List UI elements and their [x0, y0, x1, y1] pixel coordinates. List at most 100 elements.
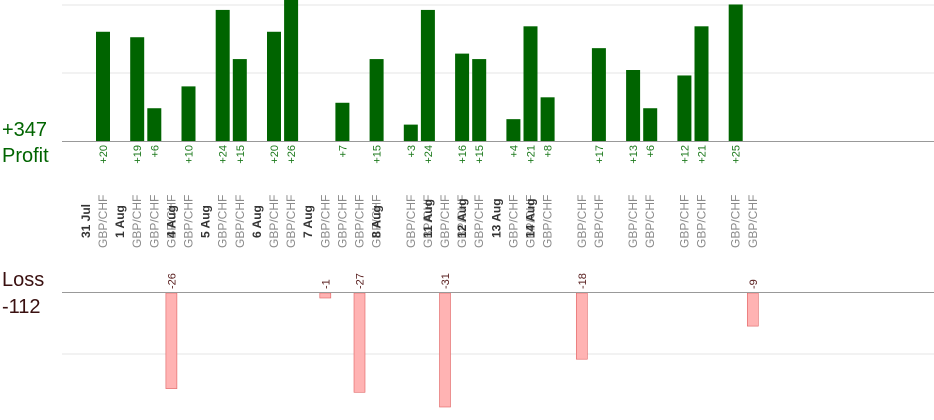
profit-bar: [455, 53, 470, 141]
profit-total: +347: [2, 119, 48, 141]
profit-value-label: +12: [679, 145, 691, 164]
profit-bar: [403, 124, 418, 141]
pair-label: GBP/CHF: [370, 195, 384, 248]
pair-label: GBP/CHF: [626, 195, 640, 248]
pair-label: GBP/CHF: [318, 195, 332, 248]
loss-value-label: -1: [320, 279, 332, 289]
profit-bar: [506, 119, 521, 141]
labels: +20 GBP/CHF +19 GBP/CHF +6 GBP/CHF -26 GBP/CHF +…: [79, 145, 760, 289]
pair-label: GBP/CHF: [335, 195, 349, 248]
date-label: 5 Aug: [199, 205, 213, 238]
profit-bar: [591, 48, 606, 141]
date-label: 6 Aug: [250, 205, 264, 238]
loss-total: -112: [2, 296, 41, 318]
loss-label: Loss: [2, 269, 45, 291]
loss-value-label: -27: [355, 273, 367, 289]
profit-bar: [96, 31, 110, 142]
loss-bar: [165, 292, 178, 389]
loss-value-label: -31: [440, 273, 452, 289]
pair-label: GBP/CHF: [677, 195, 691, 248]
profit-value-label: +21: [697, 145, 709, 164]
pair-label: GBP/CHF: [541, 195, 555, 248]
date-label: 7 Aug: [301, 205, 315, 238]
pair-label: GBP/CHF: [472, 195, 486, 248]
pair-label: GBP/CHF: [438, 195, 452, 248]
profit-bar: [232, 59, 247, 142]
loss-value-label: -18: [577, 273, 589, 289]
profit-value-label: +20: [269, 145, 281, 164]
profit-value-label: +3: [406, 145, 418, 158]
date-label: 4 Aug: [164, 205, 178, 238]
profit-bar: [335, 102, 350, 141]
profit-bar: [472, 59, 487, 142]
loss-bar: [746, 292, 759, 327]
pair-label: GBP/CHF: [404, 195, 418, 248]
profit-value-label: +15: [235, 145, 247, 164]
pair-label: GBP/CHF: [524, 195, 538, 248]
loss-bar: [575, 292, 588, 360]
profit-value-label: +24: [218, 145, 230, 164]
profit-value-label: +16: [457, 145, 469, 164]
loss-bar: [353, 292, 366, 393]
profit-value-label: +13: [628, 145, 640, 164]
profit-bar: [284, 0, 299, 141]
pair-label: GBP/CHF: [643, 195, 657, 248]
date-label: 14 Aug: [524, 198, 538, 238]
pair-label: GBP/CHF: [575, 195, 589, 248]
loss-value-label: -9: [748, 279, 760, 289]
profit-value-label: +19: [132, 145, 144, 164]
profit-value-label: +6: [645, 145, 657, 158]
profit-value-label: +7: [337, 145, 349, 158]
profit-bar: [267, 31, 281, 142]
profit-value-label: +17: [594, 145, 606, 164]
profit-bar: [626, 70, 641, 141]
profit-value-label: +15: [474, 145, 486, 164]
profit-value-label: +21: [526, 145, 538, 164]
profit-value-label: +20: [98, 145, 110, 164]
profit-bar: [540, 97, 555, 141]
pair-label: GBP/CHF: [284, 195, 298, 248]
profit-bar: [369, 59, 384, 142]
profit-bar: [420, 9, 435, 141]
profit-value-label: +6: [149, 145, 161, 158]
pair-label: GBP/CHF: [729, 195, 743, 248]
pair-label: GBP/CHF: [164, 195, 178, 248]
profit-bar: [130, 37, 145, 141]
bars: [96, 0, 759, 408]
profit-bar: [147, 108, 162, 141]
loss-value-label: -26: [166, 273, 178, 289]
profit-value-label: +25: [731, 145, 743, 164]
pair-label: GBP/CHF: [147, 195, 161, 248]
profit-bar: [694, 26, 709, 141]
profit-label: Profit: [2, 145, 49, 167]
date-label: 11 Aug: [421, 199, 435, 238]
pair-label: GBP/CHF: [267, 195, 281, 248]
pair-label: GBP/CHF: [746, 195, 760, 248]
profit-bar: [677, 75, 692, 141]
pair-label: GBP/CHF: [233, 195, 247, 248]
pair-label: GBP/CHF: [506, 195, 520, 248]
profit-value-label: +10: [184, 145, 196, 164]
pair-label: GBP/CHF: [216, 195, 230, 248]
profit-bar: [643, 108, 658, 141]
profit-value-label: +15: [372, 145, 384, 164]
pair-label: GBP/CHF: [130, 195, 144, 248]
profit-value-label: +26: [286, 145, 298, 164]
profit-value-label: +24: [423, 145, 435, 164]
date-label: 1 Aug: [113, 205, 127, 238]
date-label: 13 Aug: [489, 198, 503, 238]
gridlines: [62, 4, 934, 355]
profit-value-label: +4: [508, 145, 520, 158]
pair-label: GBP/CHF: [455, 195, 469, 248]
profit-bar: [523, 26, 538, 141]
profit-bar: [215, 9, 230, 141]
pair-label: GBP/CHF: [695, 195, 709, 248]
profit-bar: [181, 86, 196, 141]
profit-bar: [728, 4, 743, 142]
date-label: 8 Aug: [370, 205, 384, 238]
pair-label: GBP/CHF: [592, 195, 606, 248]
profit-value-label: +8: [543, 145, 555, 158]
pair-label: GBP/CHF: [353, 195, 367, 248]
pair-label: GBP/CHF: [96, 195, 110, 248]
